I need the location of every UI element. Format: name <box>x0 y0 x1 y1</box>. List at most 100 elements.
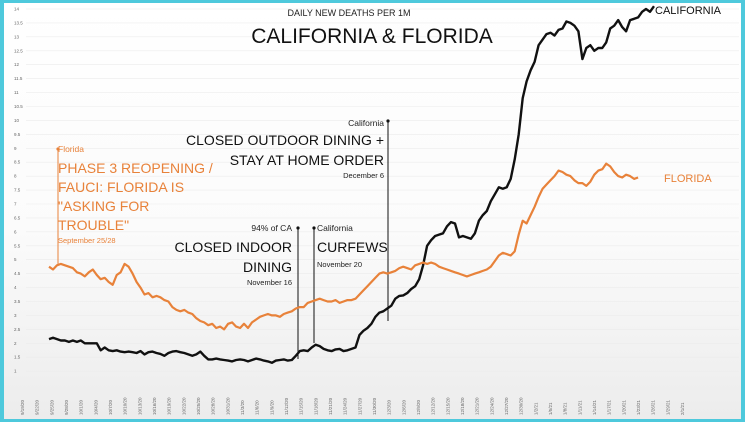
x-tick-label: 11/24/20 <box>343 397 348 415</box>
y-tick-label: 6.5 <box>14 215 21 220</box>
x-tick-label: 9/28/20 <box>64 399 69 415</box>
outdoor-annotation-line-dot <box>386 119 390 123</box>
y-tick-label: 10 <box>14 118 20 123</box>
outdoor-annotation-line2: STAY AT HOME ORDER <box>230 152 384 168</box>
x-tick-label: 1/2/21 <box>533 402 538 415</box>
indoor-annotation-line-dot <box>296 226 300 230</box>
x-tick-label: 11/18/20 <box>313 397 318 415</box>
y-tick-label: 8 <box>14 174 17 179</box>
indoor-annotation-small: 94% of CA <box>251 223 292 233</box>
y-tick-label: 13 <box>14 34 20 39</box>
x-tick-label: 1/23/21 <box>636 399 641 415</box>
x-tick-label: 10/25/20 <box>196 397 201 415</box>
x-tick-label: 9/25/20 <box>49 399 54 415</box>
y-tick-label: 11 <box>14 90 19 95</box>
y-tick-label: 12 <box>14 62 20 67</box>
chart-subtitle: CALIFORNIA & FLORIDA <box>251 25 493 48</box>
x-tick-label: 11/12/20 <box>284 397 289 415</box>
florida-annotation-line-dot <box>56 147 60 151</box>
y-tick-label: 11.5 <box>14 76 23 81</box>
gridlines <box>26 8 739 372</box>
x-tick-label: 1/8/21 <box>563 402 568 415</box>
y-tick-label: 4.5 <box>14 271 21 276</box>
florida-annotation-small: Florida <box>58 144 84 154</box>
x-tick-label: 10/4/20 <box>93 399 98 415</box>
x-tick-label: 12/15/20 <box>445 397 450 415</box>
x-tick-label: 9/22/20 <box>35 399 40 415</box>
x-tick-label: 1/5/21 <box>548 402 553 415</box>
x-tick-label: 1/17/21 <box>607 399 612 415</box>
curfew-annotation-small: California <box>317 223 353 233</box>
y-tick-label: 6 <box>14 229 17 234</box>
x-tick-label: 10/13/20 <box>137 397 142 415</box>
y-tick-label: 2 <box>14 341 17 346</box>
x-tick-label: 12/12/20 <box>431 397 436 415</box>
x-tick-label: 10/22/20 <box>181 397 186 415</box>
x-tick-label: 10/7/20 <box>108 399 113 415</box>
curfew-annotation-line1: CURFEWS <box>317 239 388 255</box>
x-tick-label: 12/30/20 <box>519 397 524 415</box>
x-tick-label: 1/26/21 <box>651 399 656 415</box>
x-tick-label: 11/9/20 <box>269 400 274 415</box>
chart-frame: 1 1.5 2 2.5 3 3.5 4 4.5 5 5.5 6 6.5 7 7.5 8 8.5 9 9.5 10 10… <box>4 3 741 419</box>
x-tick-label: 12/6/20 <box>401 399 406 415</box>
x-tick-label: 12/24/20 <box>489 397 494 415</box>
y-tick-label: 1 <box>14 369 17 374</box>
florida-annotation-line2: FAUCI: FLORIDA IS <box>58 179 184 195</box>
line-chart: 11.522.533.544.555.566.577.588.599.51010… <box>14 5 739 415</box>
x-tick-label: 12/27/20 <box>504 397 509 415</box>
y-tick-label: 10.5 <box>14 104 23 109</box>
florida-annotation-line1: PHASE 3 REOPENING / <box>58 160 213 176</box>
x-tick-label: 1/11/21 <box>577 400 582 415</box>
x-tick-label: 10/16/20 <box>152 397 157 415</box>
x-tick-label: 12/9/20 <box>416 399 421 415</box>
x-tick-label: 12/3/20 <box>387 399 392 415</box>
x-tick-label: 1/29/21 <box>665 399 670 415</box>
outdoor-annotation-line1: CLOSED OUTDOOR DINING + <box>186 132 384 148</box>
x-axis-ticks: 9/19/20 9/22/20 9/25/20 9/28/20 10/1/20 10/4/… <box>20 397 685 415</box>
x-tick-label: 2/1/21 <box>680 402 685 415</box>
florida-annotation-line3: "ASKING FOR <box>58 198 149 214</box>
x-tick-label: 10/19/20 <box>167 397 172 415</box>
series-line-florida <box>48 162 639 331</box>
x-tick-label: 10/10/20 <box>123 397 128 415</box>
x-tick-label: 11/15/20 <box>299 397 304 415</box>
y-tick-label: 8.5 <box>14 160 21 165</box>
x-tick-label: 1/14/21 <box>592 399 597 415</box>
y-tick-label: 5 <box>14 257 17 262</box>
legend-florida: FLORIDA <box>664 173 712 185</box>
x-tick-label: 10/31/20 <box>225 397 230 415</box>
y-tick-label: 2.5 <box>14 327 21 332</box>
curfew-annotation-line-dot <box>312 226 316 230</box>
y-tick-label: 3 <box>14 313 17 318</box>
indoor-annotation-date: November 16 <box>247 278 292 287</box>
y-tick-label: 4 <box>14 285 17 290</box>
florida-annotation-line4: TROUBLE" <box>58 217 129 233</box>
y-tick-label: 7 <box>14 202 17 207</box>
y-tick-label: 13.5 <box>14 20 23 25</box>
y-tick-label: 9 <box>14 146 17 151</box>
x-tick-label: 11/21/20 <box>328 397 333 415</box>
x-tick-label: 9/19/20 <box>20 399 25 415</box>
x-tick-label: 11/3/20 <box>240 400 245 415</box>
y-tick-label: 1.5 <box>14 355 21 360</box>
y-tick-label: 5.5 <box>14 243 21 248</box>
y-tick-label: 12.5 <box>14 48 23 53</box>
x-tick-label: 1/20/21 <box>621 399 626 415</box>
x-tick-label: 11/6/20 <box>255 400 260 415</box>
y-axis-ticks: 11.522.533.544.555.566.577.588.599.51010… <box>14 7 23 374</box>
indoor-annotation-line1: CLOSED INDOOR <box>175 239 292 255</box>
outdoor-annotation-date: December 6 <box>343 171 384 180</box>
outdoor-annotation-small: California <box>348 118 384 128</box>
legend-california: CALIFORNIA <box>655 5 722 17</box>
y-tick-label: 3.5 <box>14 299 21 304</box>
indoor-annotation-line2: DINING <box>243 259 292 275</box>
curfew-annotation-date: November 20 <box>317 260 362 269</box>
x-tick-label: 11/30/20 <box>372 397 377 415</box>
x-tick-label: 10/28/20 <box>211 397 216 415</box>
series-lines <box>48 5 655 364</box>
series-line-california <box>48 5 655 364</box>
x-tick-label: 12/21/20 <box>475 397 480 415</box>
x-tick-label: 10/1/20 <box>79 399 84 415</box>
y-tick-label: 14 <box>14 7 20 12</box>
